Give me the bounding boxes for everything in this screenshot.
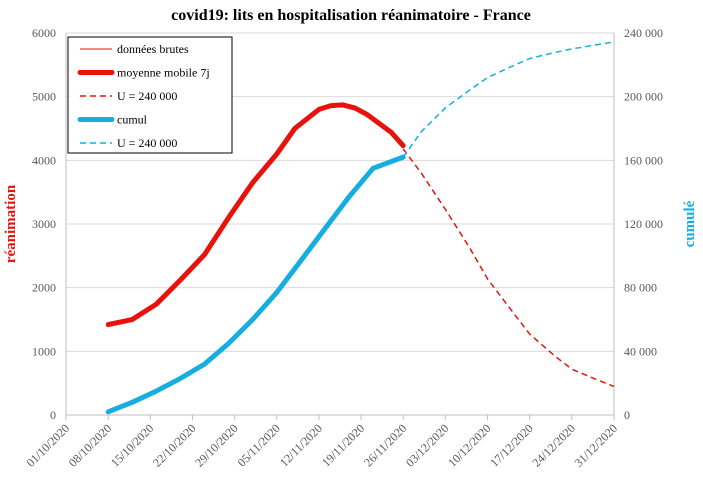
y-tick-label-left: 4000 [32, 153, 56, 167]
y-tick-label-right: 160 000 [624, 153, 663, 167]
legend-label: moyenne mobile 7j [117, 66, 210, 80]
y-tick-label-right: 200 000 [624, 90, 663, 104]
y-tick-label-right: 40 000 [624, 344, 657, 358]
series-line [105, 102, 406, 328]
x-tick-label: 31/12/2020 [572, 421, 621, 470]
legend-label: cumul [117, 113, 148, 127]
x-tick-label: 24/12/2020 [529, 421, 578, 470]
y-tick-label-right: 0 [624, 408, 630, 422]
y-tick-label-left: 2000 [32, 281, 56, 295]
y-tick-label-left: 3000 [32, 217, 56, 231]
x-axis-ticks: 01/10/202008/10/202015/10/202022/10/2020… [24, 415, 621, 470]
legend-label: données brutes [117, 42, 189, 56]
y-tick-label-right: 240 000 [624, 26, 663, 40]
x-tick-label: 05/11/2020 [235, 421, 283, 469]
legend-box [67, 36, 233, 154]
axes [65, 33, 615, 416]
x-tick-label: 22/10/2020 [150, 421, 199, 470]
y-tick-label-left: 1000 [32, 344, 56, 358]
y-tick-label-left: 0 [50, 408, 56, 422]
y-axis-right-label: cumulé [682, 200, 698, 247]
legend: données brutes moyenne mobile 7j U = 240 0… [67, 36, 233, 154]
chart-title: covid19: lits en hospitalisation réanima… [171, 7, 531, 24]
series-line [402, 148, 615, 388]
x-tick-label: 15/10/2020 [108, 421, 157, 470]
y-axis-left-ticks: 0 1000 2000 3000 4000 5000 6000 [32, 26, 56, 422]
legend-label: U = 240 000 [117, 136, 177, 150]
x-tick-label: 26/11/2020 [361, 421, 409, 469]
y-axis-left-label: réanimation [3, 184, 19, 263]
x-tick-label: 19/11/2020 [319, 421, 367, 469]
x-tick-label: 01/10/2020 [24, 421, 73, 470]
x-tick-label: 03/12/2020 [403, 421, 452, 470]
y-tick-label-left: 5000 [32, 90, 56, 104]
x-tick-label: 08/10/2020 [66, 421, 115, 470]
legend-label: U = 240 000 [117, 89, 177, 103]
y-tick-label-right: 120 000 [624, 217, 663, 231]
series-lines [105, 41, 615, 415]
y-axis-right-ticks: 0 40 000 80 000 120 000 160 000 200 000 240 00… [624, 26, 663, 422]
series-line [105, 154, 406, 415]
x-tick-label: 12/11/2020 [277, 421, 325, 469]
y-tick-label-left: 6000 [32, 26, 56, 40]
x-tick-label: 17/12/2020 [487, 421, 536, 470]
series-line [402, 41, 615, 158]
x-tick-label: 10/12/2020 [445, 421, 494, 470]
y-tick-label-right: 80 000 [624, 281, 657, 295]
x-tick-label: 29/10/2020 [192, 421, 241, 470]
